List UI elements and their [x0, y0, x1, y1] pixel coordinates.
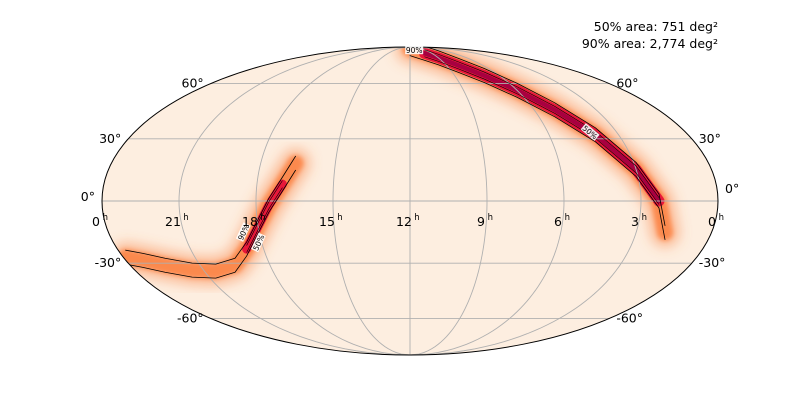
svg-text:90%: 90% [406, 46, 423, 55]
ra-tick-label: 15 h [319, 213, 343, 229]
dec-tick-left: 0° [81, 189, 95, 204]
contour-90-north-edge [409, 55, 666, 240]
dec-tick-right: 0° [725, 181, 739, 196]
ra-tick-value: 9 [477, 214, 485, 229]
ra-tick-unit: h [642, 213, 647, 223]
ra-tick-unit: h [103, 213, 108, 223]
ra-tick-unit: h [488, 213, 493, 223]
ra-tick-unit: h [183, 213, 188, 223]
ra-tick-labels: 0 h 21 h 18 h 15 h 12 h 9 h 6 h 3 h 0 h [92, 213, 724, 229]
ra-tick-unit: h [260, 213, 265, 223]
ra-tick-unit: h [337, 213, 342, 223]
ra-tick-unit: h [414, 213, 419, 223]
dec-tick-left: 60° [182, 76, 204, 91]
contour-90-south-edge [125, 169, 296, 279]
contour-50-south [246, 180, 283, 246]
sky-map [101, 46, 719, 356]
dec-tick-right: -30° [699, 255, 726, 270]
dec-tick-right: 30° [699, 131, 721, 146]
contour-label: 90% [405, 46, 424, 55]
ra-tick-label: 12 h [396, 213, 420, 229]
dec-tick-labels: 60° 30° 0° -30° -60° 60° 30° 0° -30° -60° [81, 76, 739, 326]
ra-tick-value: 12 [396, 214, 412, 229]
dec-tick-left: -60° [177, 310, 204, 325]
contour-50-south-edge [246, 187, 283, 253]
area-90-annotation: 90% area: 2,774 deg² [582, 36, 718, 51]
contour-50-north [424, 49, 660, 198]
contour-90-south [125, 155, 296, 265]
ra-tick-value: 18 [242, 214, 258, 229]
ra-tick-value: 3 [631, 214, 639, 229]
contour-90-north [409, 47, 666, 226]
ra-tick-unit: h [719, 213, 724, 223]
contour-50-north-edge [424, 56, 660, 205]
ra-tick-value: 6 [554, 214, 562, 229]
ra-tick-value: 0 [92, 214, 100, 229]
ra-tick-value: 21 [165, 214, 181, 229]
dec-tick-right: 60° [616, 76, 638, 91]
ra-tick-label: 21 h [165, 213, 189, 229]
prob-core-south [242, 179, 287, 254]
dec-tick-right: -60° [616, 310, 643, 325]
credible-contours [125, 47, 666, 279]
dec-tick-left: 30° [99, 131, 121, 146]
ra-tick-label: 18 h [242, 213, 266, 229]
ra-tick-value: 15 [319, 214, 335, 229]
ra-tick-unit: h [565, 213, 570, 223]
ra-tick-value: 0 [708, 214, 716, 229]
dec-tick-left: -30° [95, 255, 122, 270]
coordinate-grid [102, 47, 718, 355]
area-50-annotation: 50% area: 751 deg² [594, 19, 718, 34]
